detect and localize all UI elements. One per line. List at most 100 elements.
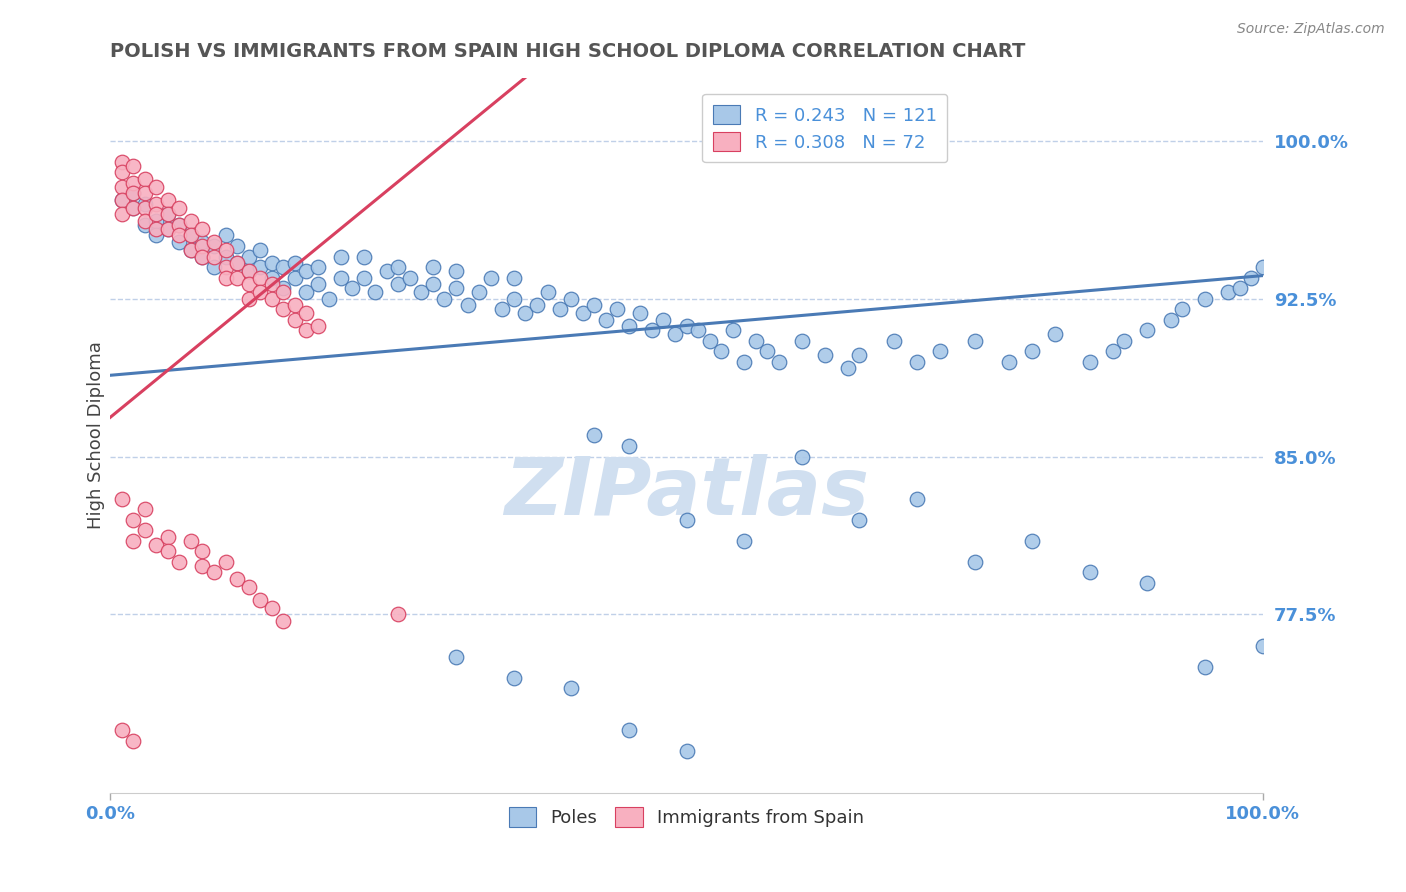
Point (502, 671, 524, 685)
Point (122, 533, 145, 548)
Point (284, 256, 307, 270)
Point (307, 260, 329, 274)
Point (1136, 323, 1159, 337)
Point (134, 197, 156, 211)
Point (675, 744, 697, 758)
Point (1045, 327, 1067, 342)
Point (318, 292, 340, 306)
Text: POLISH VS IMMIGRANTS FROM SPAIN HIGH SCHOOL DIPLOMA CORRELATION CHART: POLISH VS IMMIGRANTS FROM SPAIN HIGH SCH… (110, 42, 1025, 61)
Point (191, 559, 214, 574)
Point (122, 513, 145, 527)
Point (353, 250, 375, 264)
Point (214, 250, 236, 264)
Point (1251, 260, 1274, 274)
Point (595, 312, 617, 326)
Point (353, 270, 375, 285)
Point (998, 355, 1021, 369)
Point (1021, 533, 1043, 548)
Point (1160, 312, 1182, 326)
Point (387, 607, 409, 622)
Point (191, 235, 214, 249)
Point (260, 256, 283, 270)
Point (134, 502, 156, 516)
Point (526, 298, 548, 312)
Point (295, 323, 318, 337)
Point (307, 318, 329, 333)
Point (122, 201, 145, 215)
Point (721, 323, 744, 337)
Point (122, 176, 145, 190)
Point (156, 207, 179, 221)
Point (1078, 355, 1101, 369)
Point (1240, 270, 1263, 285)
Point (134, 171, 156, 186)
Point (444, 281, 467, 295)
Legend: Poles, Immigrants from Spain: Poles, Immigrants from Spain (502, 800, 872, 834)
Point (433, 292, 456, 306)
Point (156, 222, 179, 236)
Point (134, 523, 156, 537)
Point (295, 306, 318, 320)
Point (111, 180, 134, 194)
Point (145, 222, 167, 236)
Point (226, 256, 249, 270)
Point (169, 555, 191, 569)
Point (145, 228, 167, 243)
Point (122, 186, 145, 201)
Point (468, 285, 491, 300)
Point (457, 298, 479, 312)
Point (214, 228, 236, 243)
Point (191, 544, 214, 558)
Point (515, 306, 537, 320)
Point (122, 186, 145, 201)
Point (963, 555, 986, 569)
Point (260, 292, 283, 306)
Point (444, 649, 467, 664)
Point (617, 723, 640, 738)
Point (214, 270, 236, 285)
Point (733, 355, 755, 369)
Point (191, 222, 214, 236)
Point (422, 277, 444, 291)
Point (606, 302, 628, 317)
Point (768, 355, 790, 369)
Point (271, 285, 294, 300)
Point (180, 213, 202, 227)
Point (375, 264, 398, 278)
Point (180, 244, 202, 258)
Point (307, 277, 329, 291)
Point (145, 538, 167, 552)
Point (122, 733, 145, 747)
Point (134, 213, 156, 227)
Point (134, 218, 156, 232)
Point (156, 222, 179, 236)
Point (387, 277, 409, 291)
Point (145, 180, 167, 194)
Point (284, 298, 307, 312)
Text: Source: ZipAtlas.com: Source: ZipAtlas.com (1237, 22, 1385, 37)
Point (790, 334, 813, 348)
Point (1216, 285, 1239, 300)
Point (180, 533, 202, 548)
Point (444, 264, 467, 278)
Point (111, 491, 134, 506)
Point (664, 327, 686, 342)
Point (710, 344, 733, 359)
Point (641, 323, 664, 337)
Point (111, 193, 134, 207)
Point (180, 228, 202, 243)
Point (342, 281, 364, 295)
Point (537, 285, 560, 300)
Point (583, 428, 606, 442)
Point (284, 270, 307, 285)
Point (929, 344, 952, 359)
Point (169, 218, 191, 232)
Point (548, 302, 571, 317)
Point (905, 355, 928, 369)
Point (122, 159, 145, 173)
Point (169, 228, 191, 243)
Point (145, 207, 167, 221)
Point (111, 165, 134, 179)
Point (169, 201, 191, 215)
Point (628, 306, 651, 320)
